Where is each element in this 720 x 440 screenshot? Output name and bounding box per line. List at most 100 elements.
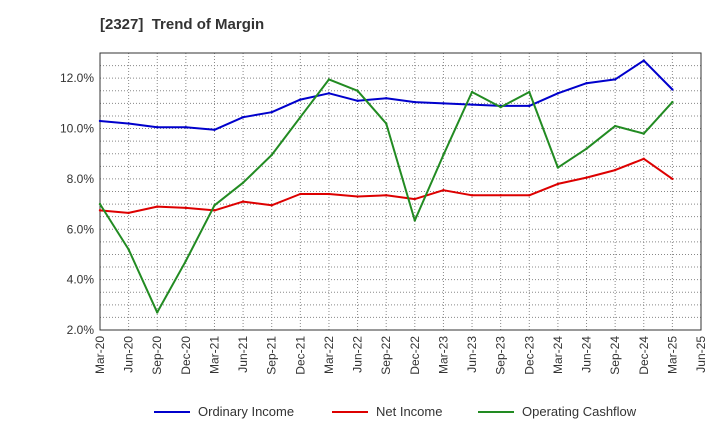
- data-point-operating-cashflow: [327, 78, 331, 81]
- legend-swatch-ordinary-income: [154, 410, 190, 413]
- data-point-operating-cashflow: [642, 132, 645, 135]
- data-point-operating-cashflow: [613, 124, 617, 128]
- x-tick-label: Dec-23: [522, 336, 536, 375]
- data-point-net-income: [556, 182, 560, 186]
- data-point-operating-cashflow: [528, 90, 531, 94]
- data-point-net-income: [184, 206, 188, 210]
- x-tick-label: Dec-20: [179, 336, 193, 375]
- data-point-net-income: [270, 204, 273, 207]
- x-tick-label: Dec-21: [293, 336, 307, 375]
- x-tick-label: Jun-20: [122, 336, 136, 373]
- x-tick-label: Jun-25: [694, 336, 708, 373]
- data-point-ordinary-income: [184, 126, 188, 129]
- data-point-operating-cashflow: [470, 90, 474, 94]
- data-point-net-income: [213, 209, 216, 212]
- x-tick-label: Sep-23: [494, 336, 508, 375]
- legend-item-net-income: Net Income: [332, 404, 442, 419]
- x-tick-label: Jun-23: [465, 336, 479, 373]
- legend-swatch-operating-cashflow: [478, 410, 514, 413]
- legend-swatch-net-income: [332, 410, 368, 413]
- data-point-operating-cashflow: [127, 248, 130, 251]
- data-point-net-income: [327, 192, 331, 196]
- data-point-operating-cashflow: [299, 116, 302, 119]
- x-tick-label: Sep-24: [608, 336, 622, 375]
- data-point-net-income: [470, 194, 474, 197]
- data-point-operating-cashflow: [213, 204, 216, 207]
- data-point-net-income: [384, 194, 388, 197]
- y-tick-label: 10.0%: [60, 122, 94, 136]
- data-point-operating-cashflow: [499, 105, 502, 109]
- data-point-ordinary-income: [585, 82, 588, 85]
- data-point-operating-cashflow: [556, 166, 560, 169]
- data-point-operating-cashflow: [270, 153, 273, 157]
- legend-item-operating-cashflow: Operating Cashflow: [478, 404, 636, 419]
- data-point-net-income: [528, 194, 531, 197]
- plot-frame: [99, 52, 702, 331]
- x-tick-label: Dec-24: [637, 336, 651, 375]
- data-point-net-income: [241, 200, 245, 203]
- data-point-ordinary-income: [470, 103, 474, 106]
- x-tick-label: Mar-20: [93, 336, 107, 374]
- data-point-net-income: [671, 177, 674, 181]
- y-tick-label: 2.0%: [67, 323, 95, 337]
- chart-title: [2327] Trend of Margin: [100, 16, 265, 33]
- y-tick-label: 12.0%: [60, 71, 94, 85]
- data-point-operating-cashflow: [442, 153, 445, 157]
- data-point-net-income: [356, 195, 359, 198]
- data-point-ordinary-income: [556, 92, 560, 95]
- data-point-operating-cashflow: [384, 122, 388, 125]
- x-tick-label: Dec-22: [408, 336, 422, 375]
- x-tick-label: Mar-21: [207, 336, 221, 374]
- data-point-ordinary-income: [642, 59, 645, 62]
- x-tick-label: Jun-21: [236, 336, 250, 373]
- data-point-net-income: [156, 205, 159, 208]
- data-point-operating-cashflow: [671, 100, 674, 104]
- data-point-ordinary-income: [442, 102, 445, 105]
- legend-label-ordinary-income: Ordinary Income: [198, 404, 295, 419]
- data-point-net-income: [442, 189, 445, 192]
- data-point-operating-cashflow: [184, 259, 188, 262]
- data-point-ordinary-income: [413, 100, 417, 104]
- data-point-operating-cashflow: [98, 202, 102, 206]
- y-tick-label: 4.0%: [67, 273, 95, 287]
- x-tick-label: Mar-22: [322, 336, 336, 374]
- data-point-ordinary-income: [356, 99, 359, 103]
- data-point-net-income: [613, 168, 617, 172]
- y-tick-label: 8.0%: [67, 172, 95, 186]
- data-point-ordinary-income: [613, 78, 617, 81]
- data-point-net-income: [413, 197, 417, 201]
- data-point-net-income: [499, 194, 502, 197]
- data-point-net-income: [127, 211, 130, 215]
- data-point-ordinary-income: [127, 122, 130, 125]
- x-tick-label: Sep-21: [265, 336, 279, 375]
- data-point-ordinary-income: [98, 119, 102, 123]
- data-point-net-income: [585, 176, 588, 179]
- data-point-net-income: [642, 157, 645, 160]
- data-point-operating-cashflow: [585, 147, 588, 150]
- data-point-ordinary-income: [241, 116, 245, 119]
- x-tick-label: Jun-22: [351, 336, 365, 373]
- data-point-net-income: [299, 192, 302, 196]
- x-tick-label: Sep-20: [150, 336, 164, 375]
- data-point-operating-cashflow: [356, 89, 359, 92]
- data-point-ordinary-income: [384, 97, 388, 100]
- x-tick-label: Mar-23: [436, 336, 450, 374]
- x-tick-label: Sep-22: [379, 336, 393, 375]
- legend-item-ordinary-income: Ordinary Income: [154, 404, 294, 419]
- data-point-ordinary-income: [270, 110, 273, 114]
- data-point-ordinary-income: [327, 92, 331, 95]
- x-tick-label: Jun-24: [580, 336, 594, 373]
- legend-label-operating-cashflow: Operating Cashflow: [522, 404, 637, 419]
- chart-legend: Ordinary Income Net Income Operating Cas…: [0, 404, 720, 424]
- data-point-ordinary-income: [528, 104, 531, 108]
- x-tick-label: Mar-25: [665, 336, 679, 374]
- data-point-operating-cashflow: [413, 219, 417, 222]
- data-point-operating-cashflow: [241, 181, 245, 184]
- legend-label-net-income: Net Income: [376, 404, 443, 419]
- data-point-ordinary-income: [299, 98, 302, 101]
- x-tick-label: Mar-24: [551, 336, 565, 374]
- data-point-ordinary-income: [671, 88, 674, 91]
- data-point-ordinary-income: [156, 126, 159, 129]
- y-tick-label: 6.0%: [67, 222, 95, 236]
